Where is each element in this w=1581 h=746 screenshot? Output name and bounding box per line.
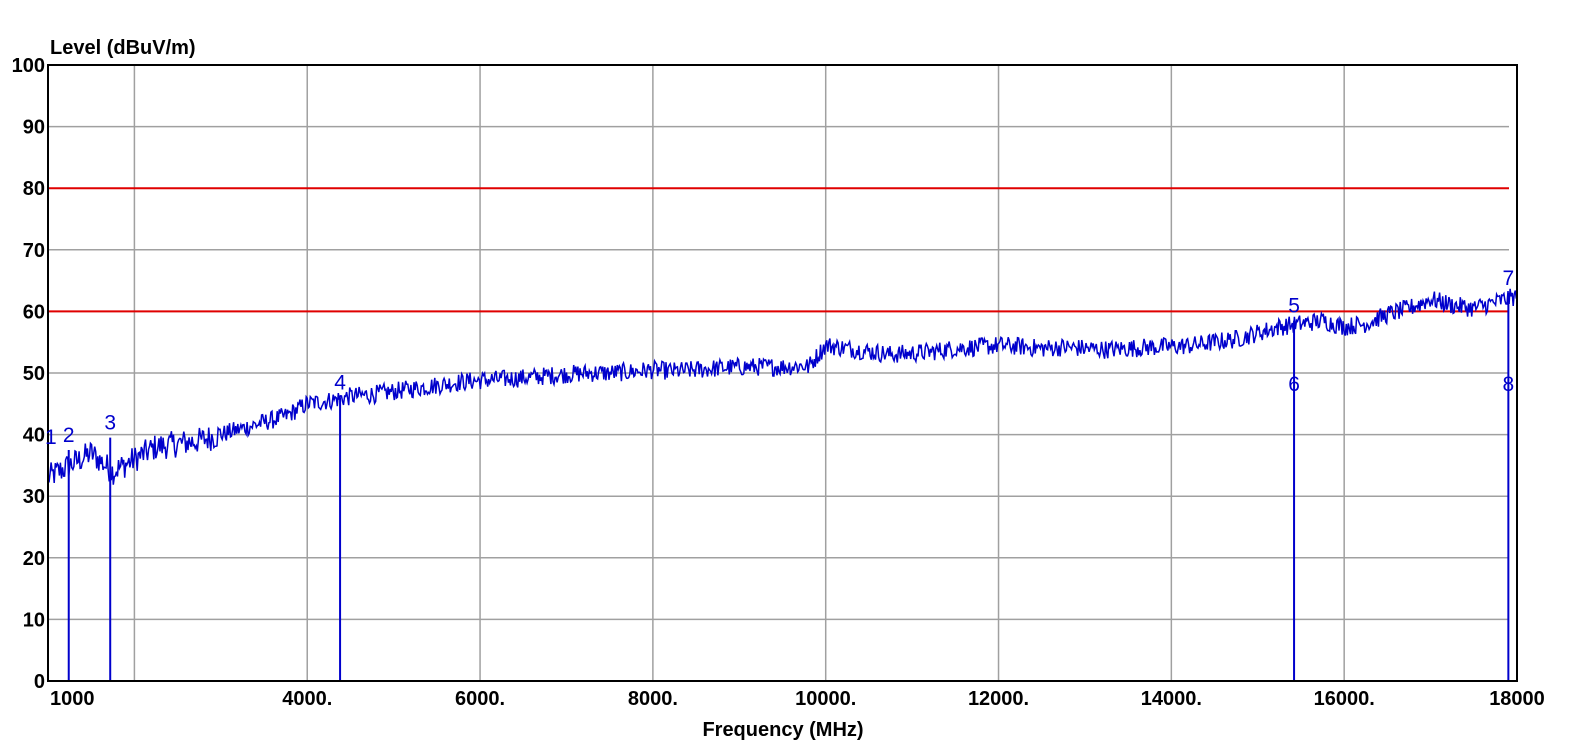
x-tick-label-16000: 16000.	[1314, 688, 1375, 710]
x-tick-label-8000: 8000.	[628, 688, 678, 710]
marker-label-6: 6	[1288, 373, 1300, 396]
marker-label-7: 7	[1503, 267, 1515, 290]
marker-label-3: 3	[104, 412, 116, 435]
x-tick-label-12000: 12000.	[968, 688, 1029, 710]
marker-labels: 1 2 3 4 5 6 7 8	[45, 267, 1514, 449]
y-tick-label-40: 40	[23, 425, 45, 447]
y-tick-label-80: 80	[23, 178, 45, 200]
marker-label-8: 8	[1503, 373, 1515, 396]
y-tick-label-70: 70	[23, 240, 45, 262]
x-tick-labels: 1000 4000. 6000. 8000. 10000. 12000. 14000. 160…	[50, 688, 1545, 710]
marker-label-1: 1	[45, 426, 57, 449]
y-axis-title: Level (dBuV/m)	[50, 37, 196, 59]
trace-line	[47, 288, 1518, 485]
x-tick-label-18000: 18000	[1489, 688, 1545, 710]
x-tick-label-10000: 10000.	[795, 688, 856, 710]
y-tick-label-50: 50	[23, 363, 45, 385]
y-tick-label-100: 100	[12, 55, 45, 77]
trace	[47, 288, 1518, 485]
x-tick-label-4000: 4000.	[282, 688, 332, 710]
plot-frame	[47, 64, 1518, 682]
y-tick-label-30: 30	[23, 486, 45, 508]
x-tick-label-1000: 1000	[50, 688, 95, 710]
y-tick-label-10: 10	[23, 609, 45, 631]
y-tick-label-20: 20	[23, 548, 45, 570]
y-tick-labels: 0 10 20 30 40 50 60 70 80 90 100	[12, 55, 45, 693]
x-axis-title: Frequency (MHz)	[702, 719, 863, 741]
x-tick-label-6000: 6000.	[455, 688, 505, 710]
marker-label-4: 4	[334, 372, 346, 395]
marker-lines	[47, 292, 1510, 681]
marker-label-5: 5	[1288, 295, 1300, 318]
y-tick-label-60: 60	[23, 301, 45, 323]
y-tick-label-0: 0	[34, 671, 45, 693]
marker-label-2: 2	[63, 424, 75, 447]
y-tick-label-90: 90	[23, 117, 45, 139]
limit-lines	[48, 187, 1509, 313]
x-tick-label-14000: 14000.	[1141, 688, 1202, 710]
